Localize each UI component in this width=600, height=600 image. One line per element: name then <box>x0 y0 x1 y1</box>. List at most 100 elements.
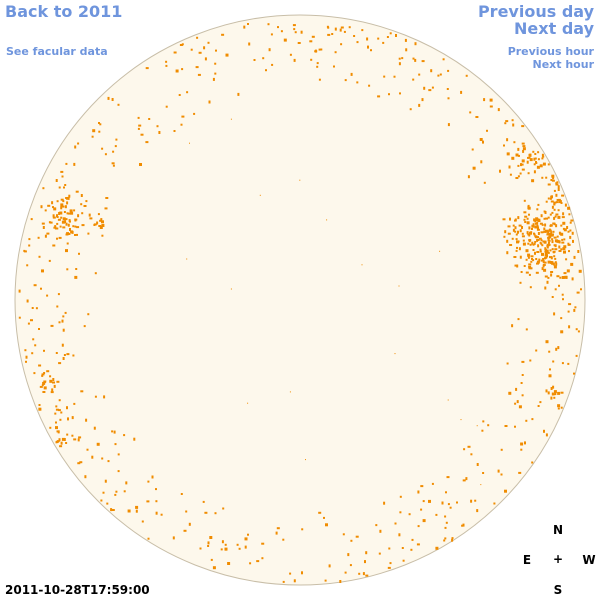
facula-spot <box>214 62 217 65</box>
facula-spot <box>408 513 411 516</box>
facula-spot <box>542 258 545 260</box>
facula-spot <box>465 477 468 481</box>
facula-spot <box>127 509 131 513</box>
facula-spot <box>535 217 539 221</box>
facula-spot <box>33 372 36 375</box>
next-hour-link[interactable]: Next hour <box>532 58 595 71</box>
facula-spot <box>557 404 561 408</box>
facula-spot <box>214 512 217 515</box>
facula-spot <box>140 133 144 136</box>
previous-hour-link[interactable]: Previous hour <box>507 45 594 58</box>
facula-spot <box>401 547 404 549</box>
facula-spot <box>428 499 431 503</box>
facula-spot <box>489 98 493 102</box>
facula-spot <box>77 214 80 218</box>
facula-spot <box>52 206 54 209</box>
facula-spot <box>576 291 580 294</box>
facula-spot <box>289 572 292 575</box>
facula-spot <box>568 303 572 306</box>
facula-spot <box>394 353 396 355</box>
facula-spot <box>377 37 380 40</box>
facula-spot <box>560 224 563 227</box>
facula-spot <box>66 212 69 215</box>
facula-spot <box>531 258 533 260</box>
facula-spot <box>553 396 556 399</box>
facula-spot <box>368 84 371 87</box>
facula-spot <box>555 193 558 197</box>
facula-spot <box>555 262 558 266</box>
facula-spot <box>87 232 90 235</box>
facula-spot <box>76 233 78 236</box>
facula-spot <box>97 213 100 216</box>
previous-day-link[interactable]: Previous day <box>477 2 594 21</box>
facula-spot <box>339 580 342 583</box>
facula-spot <box>532 150 535 153</box>
facula-spot <box>59 445 63 448</box>
facula-spot <box>401 57 404 60</box>
facula-spot <box>505 120 509 123</box>
facula-spot <box>66 242 69 245</box>
facula-spot <box>156 125 159 128</box>
facula-spot <box>456 501 458 504</box>
see-facular-data-link[interactable]: See facular data <box>6 45 108 58</box>
facula-spot <box>563 272 567 275</box>
facula-spot <box>243 25 246 29</box>
facula-spot <box>519 255 522 259</box>
facula-spot <box>537 220 541 222</box>
facula-spot <box>542 162 546 166</box>
facula-spot <box>186 91 189 94</box>
facula-spot <box>49 426 52 429</box>
facula-spot <box>551 205 554 209</box>
facula-spot <box>516 400 519 404</box>
facula-spot <box>375 524 378 527</box>
facula-spot <box>55 405 58 408</box>
facula-spot <box>107 460 110 463</box>
facula-spot <box>173 130 176 132</box>
facula-spot <box>557 209 560 212</box>
facula-spot <box>551 240 554 244</box>
facula-spot <box>74 145 77 149</box>
facula-spot <box>531 224 535 228</box>
facula-spot <box>522 242 526 246</box>
facula-spot <box>67 212 71 215</box>
facula-spot <box>500 448 503 451</box>
facula-spot <box>41 222 45 225</box>
facula-spot <box>292 24 296 27</box>
facula-spot <box>528 234 531 237</box>
facula-spot <box>482 472 485 474</box>
facula-spot <box>446 476 450 479</box>
facula-spot <box>539 164 543 168</box>
facula-spot <box>66 406 68 410</box>
facula-spot <box>25 360 27 363</box>
facula-spot <box>225 53 229 57</box>
facula-spot <box>146 500 150 503</box>
facula-spot <box>271 63 274 66</box>
facula-spot <box>366 37 369 41</box>
facula-spot <box>353 35 356 37</box>
facula-spot <box>158 131 161 134</box>
facula-spot <box>508 165 511 169</box>
facula-spot <box>546 230 550 233</box>
facula-spot <box>389 562 392 565</box>
next-day-link[interactable]: Next day <box>514 19 594 38</box>
facula-spot <box>55 426 58 430</box>
facula-spot <box>512 224 515 227</box>
facula-spot <box>60 170 64 173</box>
facula-spot <box>253 59 256 61</box>
facula-spot <box>430 69 433 73</box>
facula-spot <box>349 564 352 567</box>
facula-spot <box>259 194 261 196</box>
back-to-year-link[interactable]: Back to 2011 <box>5 2 123 21</box>
facula-spot <box>568 250 570 253</box>
facula-spot <box>513 256 517 258</box>
facula-spot <box>527 242 530 245</box>
facula-spot <box>247 402 249 404</box>
facula-spot <box>570 262 574 266</box>
facula-spot <box>543 429 545 433</box>
facula-spot <box>63 186 65 189</box>
facula-spot <box>435 513 438 516</box>
facula-spot <box>503 235 506 238</box>
facula-spot <box>481 429 484 432</box>
facula-spot <box>180 123 183 126</box>
facula-spot <box>420 508 423 511</box>
